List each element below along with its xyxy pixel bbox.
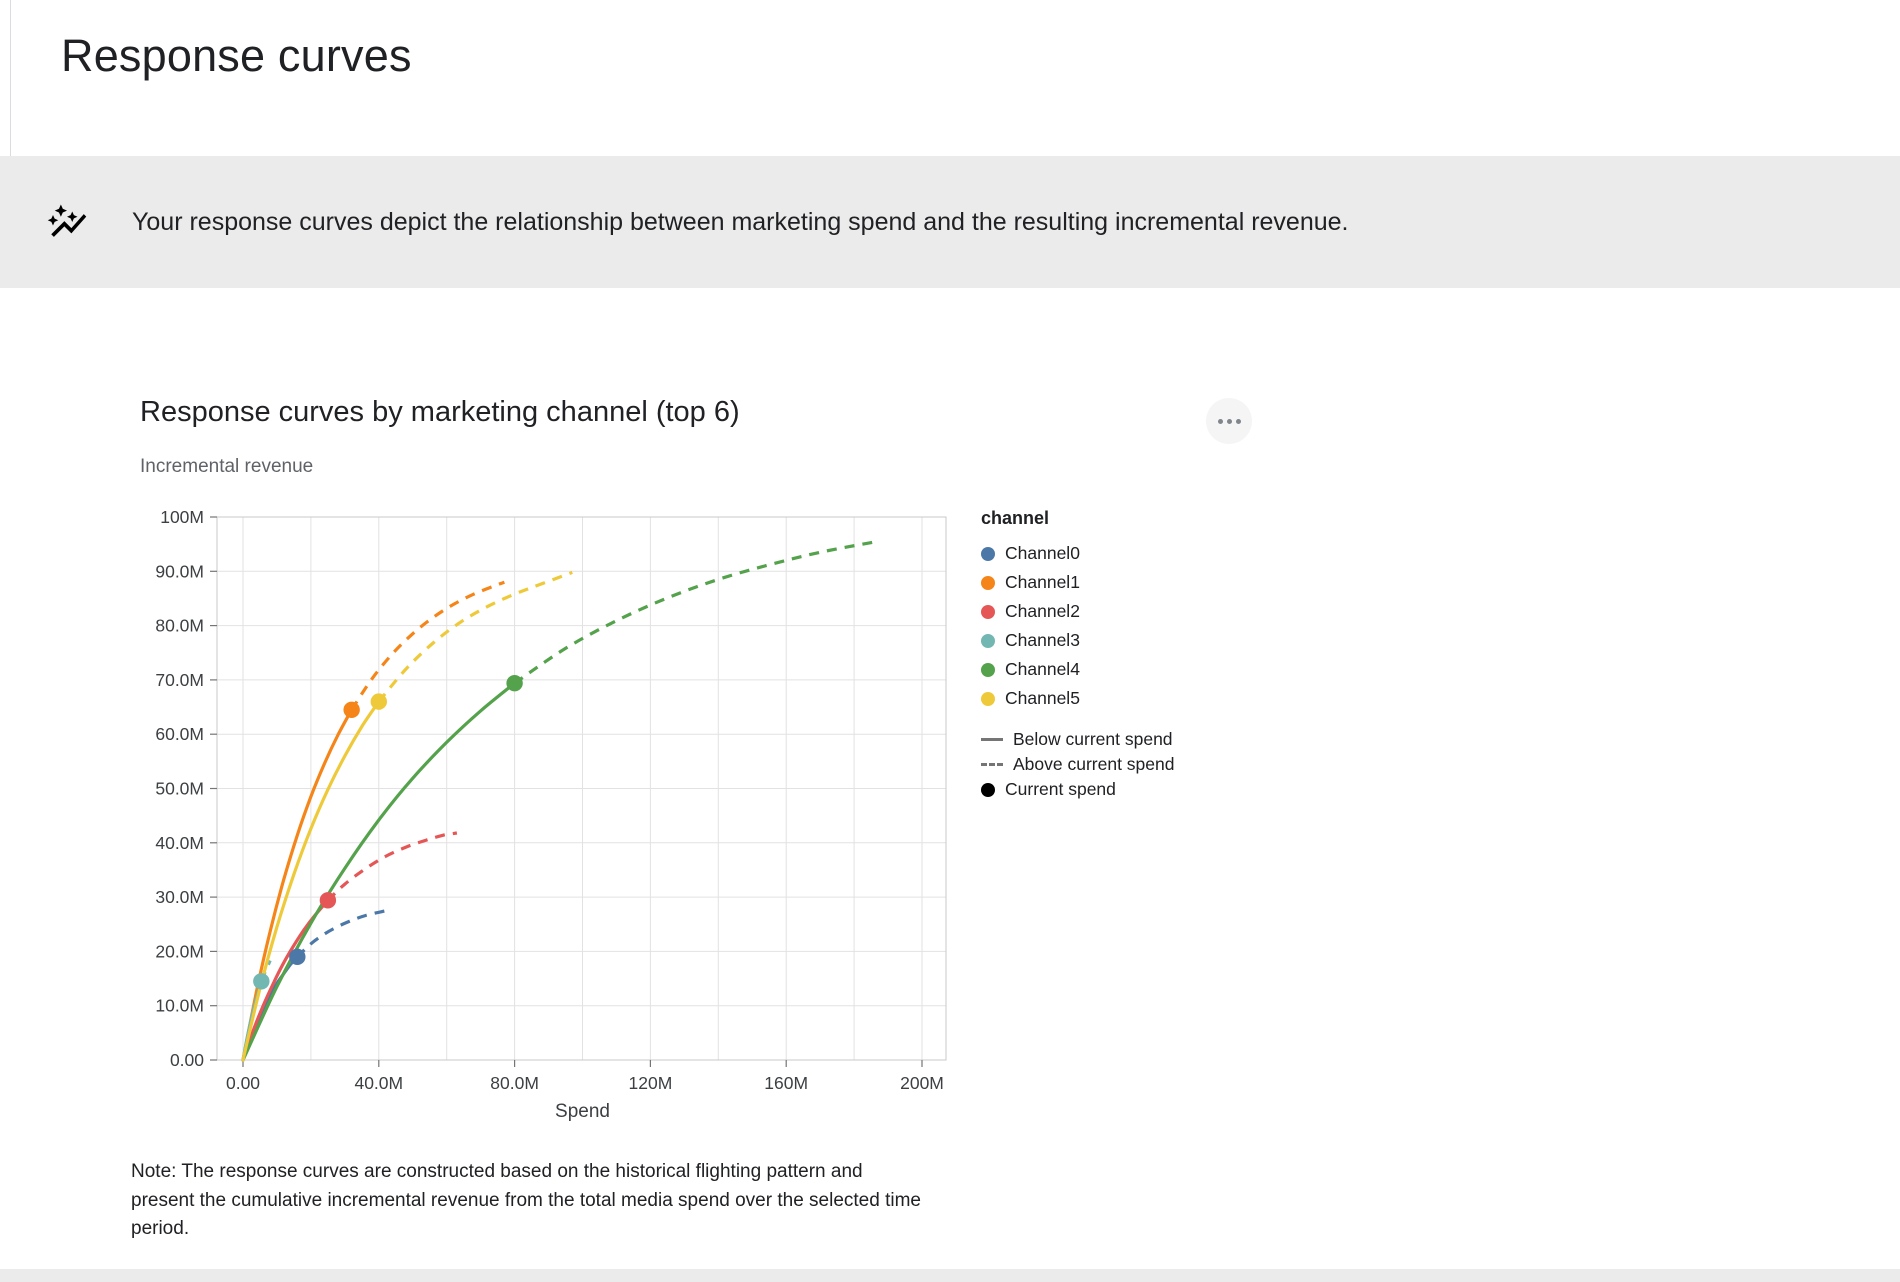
current-spend-dot-Channel0 [289,948,306,966]
current-spend-dot-Channel3 [253,973,270,990]
legend-swatch-Channel1 [981,575,995,590]
series-Channel4 [241,540,875,1062]
svg-text:40.0M: 40.0M [354,1073,403,1093]
legend-swatch-Channel4 [981,662,995,677]
svg-text:200M: 200M [900,1073,944,1093]
svg-text:50.0M: 50.0M [155,779,204,799]
legend-style-label: Below current spend [1013,729,1173,749]
below-current-spend-line-Channel2 [241,898,330,1062]
legend-item-Channel1: Channel1 [981,568,1175,597]
chart-gridlines [217,516,946,1060]
chart-title: Response curves by marketing channel (to… [140,396,740,428]
legend-item-Channel0: Channel0 [981,539,1175,568]
solid-sample-icon [981,738,1003,741]
next-section-edge [0,1269,1900,1282]
dot-sample-icon [981,782,995,797]
legend-label: Channel3 [1005,630,1080,650]
axis-tick-labels: 0.00 40.0M 80.0M 120M 160M 200M 0.00 10.0M 20.0M… [155,507,944,1093]
below-current-spend-line-Channel3 [241,979,263,1062]
legend-item-Channel4: Channel4 [981,655,1175,684]
insight-banner: Your response curves depict the relation… [0,156,1900,288]
svg-text:20.0M: 20.0M [155,941,204,961]
legend-style-dashed: Above current spend [981,752,1175,777]
legend-label: Channel0 [1005,543,1080,563]
svg-text:80.0M: 80.0M [490,1073,539,1093]
insights-icon [46,201,88,243]
below-current-spend-line-Channel1 [241,708,354,1062]
chart-legend: channel Channel0 Channel1 Channel2 Channel3 C… [981,508,1175,802]
plot-border [216,516,947,1061]
above-current-spend-line-Channel0 [296,908,390,958]
series-Channel1 [241,580,505,1062]
below-current-spend-line-Channel5 [241,700,381,1062]
svg-text:100M: 100M [160,507,204,527]
current-spend-dot-Channel4 [506,674,523,692]
svg-text:70.0M: 70.0M [155,670,204,690]
legend-style-label: Above current spend [1013,754,1175,774]
legend-style-solid: Below current spend [981,727,1175,752]
legend-label: Channel5 [1005,688,1080,708]
current-spend-dot-Channel5 [370,693,387,710]
banner-text: Your response curves depict the relation… [132,207,1349,236]
y-axis-title: Incremental revenue [140,456,314,477]
page-title: Response curves [61,30,412,81]
axis-ticks [210,516,923,1067]
menu-dots-icon [1235,418,1241,424]
svg-text:60.0M: 60.0M [155,724,204,744]
legend-swatch-Channel5 [981,691,995,706]
above-current-spend-line-Channel5 [377,570,573,703]
series-Channel5 [241,570,573,1062]
svg-text:0.00: 0.00 [226,1073,260,1093]
legend-label: Channel1 [1005,572,1080,592]
legend-swatch-Channel3 [981,633,995,648]
x-axis-title: Spend [555,1101,610,1122]
series-Channel2 [241,831,458,1062]
svg-text:90.0M: 90.0M [155,561,204,581]
legend-item-Channel5: Channel5 [981,684,1175,713]
legend-style-label: Current spend [1005,779,1116,799]
series-Channel3 [241,959,272,1062]
legend-label: Channel2 [1005,601,1080,621]
svg-text:80.0M: 80.0M [155,616,204,636]
menu-dots-icon [1217,418,1223,424]
below-current-spend-line-Channel4 [241,681,517,1062]
svg-text:120M: 120M [629,1073,673,1093]
above-current-spend-line-Channel3 [259,959,272,982]
above-current-spend-line-Channel4 [513,540,875,685]
svg-text:30.0M: 30.0M [155,887,204,907]
menu-dots-icon [1226,418,1232,424]
page-left-border [10,0,11,156]
chart-menu-button[interactable] [1206,398,1252,444]
svg-text:40.0M: 40.0M [155,833,204,853]
series-Channel0 [241,908,390,1062]
above-current-spend-line-Channel2 [326,831,458,902]
svg-text:160M: 160M [764,1073,808,1093]
svg-text:0.00: 0.00 [170,1050,204,1070]
svg-text:10.0M: 10.0M [155,996,204,1016]
legend-swatch-Channel0 [981,546,995,561]
legend-title: channel [981,508,1050,528]
dashed-sample-icon [981,763,1003,766]
legend-item-Channel2: Channel2 [981,597,1175,626]
current-spend-dot-Channel1 [343,701,360,718]
current-spend-dot-Channel2 [319,892,337,909]
legend-style-dot: Current spend [981,777,1175,802]
legend-item-Channel3: Channel3 [981,626,1175,655]
chart-note: Note: The response curves are constructe… [131,1161,921,1239]
legend-swatch-Channel2 [981,604,995,619]
legend-label: Channel4 [1005,659,1080,679]
above-current-spend-line-Channel1 [350,580,505,711]
below-current-spend-line-Channel0 [241,955,299,1062]
